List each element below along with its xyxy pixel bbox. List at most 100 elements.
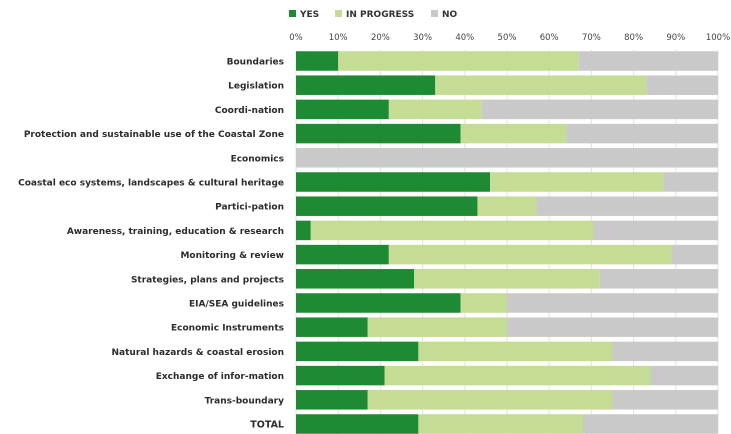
bar-segment-no: [646, 75, 718, 95]
bar-row: [296, 75, 718, 95]
bar-row: [296, 244, 718, 265]
bar-segment-in-progress: [477, 196, 537, 216]
category-label: EIA/SEA guidelines: [189, 300, 284, 310]
bar-row: [296, 123, 718, 144]
bar-row: [296, 414, 718, 434]
legend-item-in-progress: IN PROGRESS: [335, 10, 414, 20]
bar-segment-no: [671, 244, 718, 265]
bar-row: [296, 390, 718, 410]
x-tick-label: 0%: [289, 33, 303, 43]
bar-segment-yes: [296, 390, 368, 410]
category-label: Monitoring & review: [180, 251, 284, 261]
bar-segment-no: [582, 414, 718, 434]
bar-segment-yes: [296, 341, 419, 362]
category-label: Trans-boundary: [205, 396, 285, 406]
bar-segment-yes: [296, 51, 339, 71]
bar-row: [296, 220, 718, 241]
bar-segment-no: [593, 220, 718, 241]
bar-segment-no: [481, 99, 718, 120]
x-tick-label: 10%: [329, 33, 348, 43]
bar-segment-in-progress: [460, 293, 507, 313]
legend-swatch: [335, 10, 342, 17]
category-label: Legislation: [228, 82, 284, 92]
category-label: Coastal eco systems, landscapes & cultur…: [18, 179, 284, 189]
bar-row: [296, 148, 718, 168]
bar-segment-in-progress: [388, 244, 672, 265]
bar-segment-no: [599, 269, 718, 289]
legend-item-yes: YES: [289, 10, 319, 20]
bar-segment-no: [536, 196, 718, 216]
bar-segment-yes: [296, 269, 415, 289]
bar-row: [296, 317, 718, 337]
bar-segment-yes: [296, 244, 389, 265]
category-label: Economic Instruments: [171, 324, 284, 334]
bars: [296, 51, 718, 434]
bar-row: [296, 99, 718, 120]
x-tick-label: 20%: [371, 33, 390, 43]
category-label: Exchange of infor-mation: [156, 372, 284, 382]
x-axis-ticks: 0% 10% 20% 30% 40% 50% 60% 70% 80% 90% 100%: [289, 33, 730, 43]
bar-segment-no: [507, 293, 718, 313]
bar-segment-in-progress: [384, 365, 651, 386]
category-label: Protection and sustainable use of the Co…: [24, 130, 284, 140]
x-tick-label: 60%: [540, 33, 559, 43]
legend-label: NO: [442, 10, 458, 20]
bar-segment-no: [663, 172, 718, 192]
bar-row: [296, 365, 718, 386]
bar-segment-in-progress: [367, 317, 507, 337]
bar-segment-yes: [296, 317, 368, 337]
bar-row: [296, 293, 718, 313]
bar-segment-in-progress: [490, 172, 664, 192]
bar-segment-yes: [296, 365, 385, 386]
bar-segment-in-progress: [367, 390, 613, 410]
bar-segment-no: [612, 390, 718, 410]
category-label: Economics: [231, 154, 284, 164]
x-tick-label: 100%: [706, 33, 730, 43]
category-label: Partici-pation: [215, 203, 284, 213]
bar-row: [296, 51, 718, 71]
legend: YES IN PROGRESS NO: [289, 10, 458, 20]
bar-segment-in-progress: [310, 220, 594, 241]
bar-row: [296, 172, 718, 192]
x-tick-label: 30%: [413, 33, 432, 43]
legend-swatch: [431, 10, 438, 17]
bar-row: [296, 269, 718, 289]
legend-label: YES: [299, 10, 319, 20]
bar-segment-in-progress: [435, 75, 647, 95]
bar-segment-in-progress: [338, 51, 579, 71]
bar-segment-no: [507, 317, 718, 337]
bar-segment-yes: [296, 172, 491, 192]
category-labels: Boundaries Legislation Coordi-nation Protec…: [18, 58, 284, 431]
legend-label: IN PROGRESS: [346, 10, 414, 20]
bar-row: [296, 196, 718, 216]
bar-segment-yes: [296, 196, 478, 216]
x-tick-label: 50%: [498, 33, 517, 43]
x-tick-label: 70%: [582, 33, 601, 43]
bar-segment-no: [578, 51, 718, 71]
bar-segment-no: [566, 123, 718, 144]
legend-swatch: [289, 10, 296, 17]
category-label: Strategies, plans and projects: [131, 275, 284, 285]
bar-segment-yes: [296, 99, 389, 120]
category-label: Awareness, training, education & researc…: [67, 227, 284, 237]
category-label: Natural hazards & coastal erosion: [112, 348, 285, 358]
category-label: Coordi-nation: [215, 106, 284, 116]
legend-item-no: NO: [431, 10, 458, 20]
bar-segment-no: [296, 148, 718, 168]
bar-segment-yes: [296, 220, 311, 241]
x-tick-label: 80%: [624, 33, 643, 43]
x-tick-label: 40%: [455, 33, 474, 43]
category-label: Boundaries: [227, 58, 284, 68]
bar-segment-in-progress: [414, 269, 600, 289]
bar-segment-in-progress: [418, 341, 613, 362]
bar-segment-no: [612, 341, 718, 362]
bar-row: [296, 341, 718, 362]
bar-segment-in-progress: [388, 99, 482, 120]
bar-segment-yes: [296, 293, 461, 313]
x-tick-label: 90%: [666, 33, 685, 43]
bar-segment-yes: [296, 123, 461, 144]
bar-segment-no: [650, 365, 718, 386]
bar-segment-yes: [296, 414, 419, 434]
bar-segment-in-progress: [418, 414, 583, 434]
